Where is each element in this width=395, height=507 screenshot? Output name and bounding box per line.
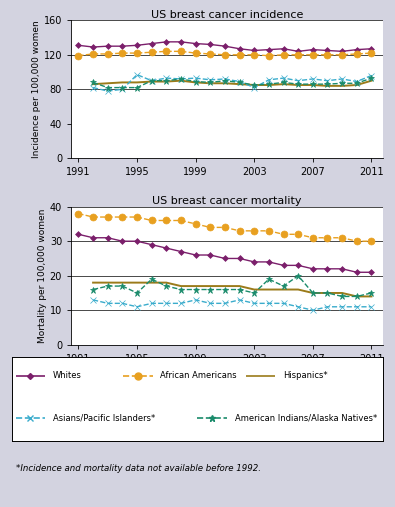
Text: Hispanics*: Hispanics* <box>283 371 327 380</box>
Title: US breast cancer mortality: US breast cancer mortality <box>152 196 302 206</box>
Text: American Indians/Alaska Natives*: American Indians/Alaska Natives* <box>235 413 377 422</box>
Text: Whites: Whites <box>53 371 82 380</box>
Y-axis label: Mortality per 100,000 women: Mortality per 100,000 women <box>38 208 47 343</box>
Title: US breast cancer incidence: US breast cancer incidence <box>151 10 303 19</box>
Text: *Incidence and mortality data not available before 1992.: *Incidence and mortality data not availa… <box>16 464 261 473</box>
Y-axis label: Incidence per 100,000 women: Incidence per 100,000 women <box>32 20 41 158</box>
Text: Asians/Pacific Islanders*: Asians/Pacific Islanders* <box>53 413 155 422</box>
Text: African Americans: African Americans <box>160 371 237 380</box>
